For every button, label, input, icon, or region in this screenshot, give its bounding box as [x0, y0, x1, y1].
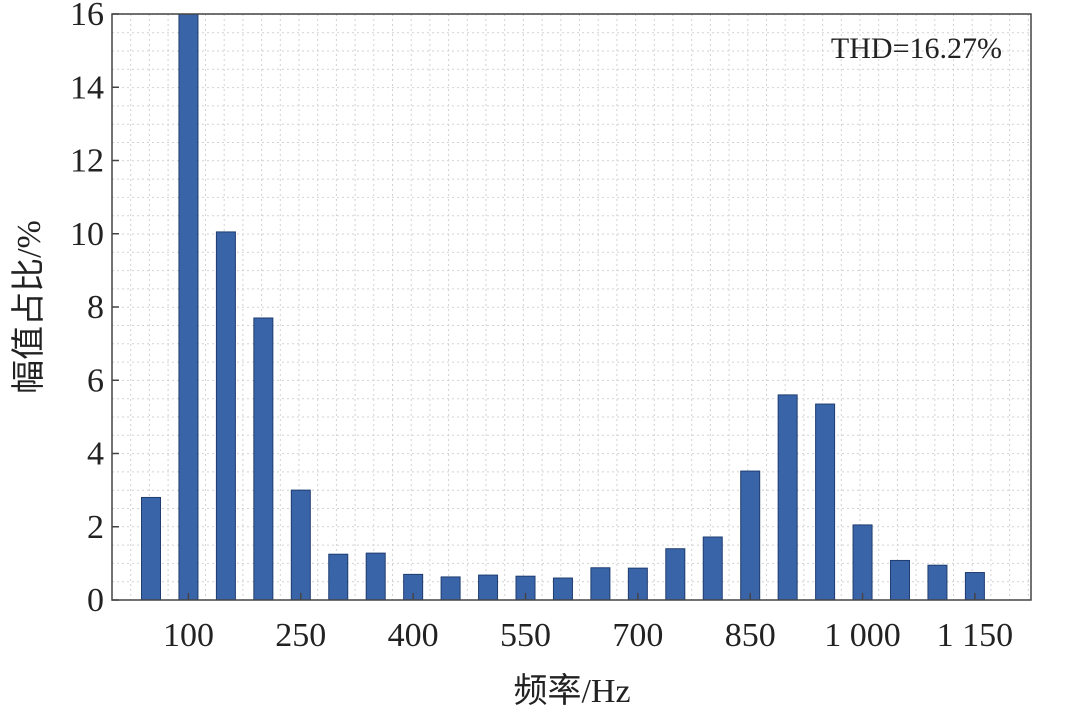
bar-150 [215, 231, 236, 601]
x-tick-label: 250 [275, 617, 326, 654]
bars-group [141, 13, 985, 601]
x-tick-label: 1 000 [824, 617, 901, 654]
y-tick-label: 6 [87, 362, 104, 399]
bar-750 [665, 548, 686, 601]
bar-500 [478, 574, 499, 601]
bar-100 [178, 13, 199, 601]
bar-950 [815, 403, 836, 601]
x-tick-label: 700 [612, 617, 663, 654]
y-tick-label: 12 [70, 143, 104, 180]
bar-650 [590, 567, 611, 601]
y-axis: 0 2 4 6 8 10 12 14 16 [70, 0, 119, 619]
bar-800 [702, 536, 723, 601]
x-tick-label: 850 [725, 617, 776, 654]
y-tick-label: 10 [70, 216, 104, 253]
bar-1050 [890, 559, 910, 601]
bar-350 [365, 552, 386, 601]
x-tick-label: 550 [500, 617, 551, 654]
bar-450 [440, 576, 461, 601]
bar-850 [740, 470, 761, 601]
x-axis-title: 频率/Hz [513, 672, 630, 710]
x-tick-label: 100 [163, 617, 214, 654]
bar-50 [141, 496, 161, 601]
y-tick-label: 2 [87, 509, 104, 546]
bar-300 [328, 553, 349, 601]
thd-annotation: THD=16.27% [831, 32, 1002, 65]
bar-1100 [927, 564, 948, 601]
y-tick-label: 14 [70, 69, 104, 106]
x-tick-label: 1 150 [937, 617, 1014, 654]
y-tick-label: 8 [87, 289, 104, 326]
y-tick-label: 4 [87, 436, 104, 473]
y-axis-title: 幅值占比/% [10, 220, 48, 394]
x-axis: 100 250 400 550 700 850 1 000 1 150 [163, 593, 1013, 654]
bar-600 [552, 577, 573, 601]
bar-250 [290, 489, 311, 601]
bar-900 [777, 394, 798, 601]
y-tick-label: 0 [87, 582, 104, 619]
x-tick-label: 400 [388, 617, 439, 654]
y-tick-label: 16 [70, 0, 104, 33]
bar-200 [253, 317, 274, 601]
bar-1000 [852, 524, 873, 601]
